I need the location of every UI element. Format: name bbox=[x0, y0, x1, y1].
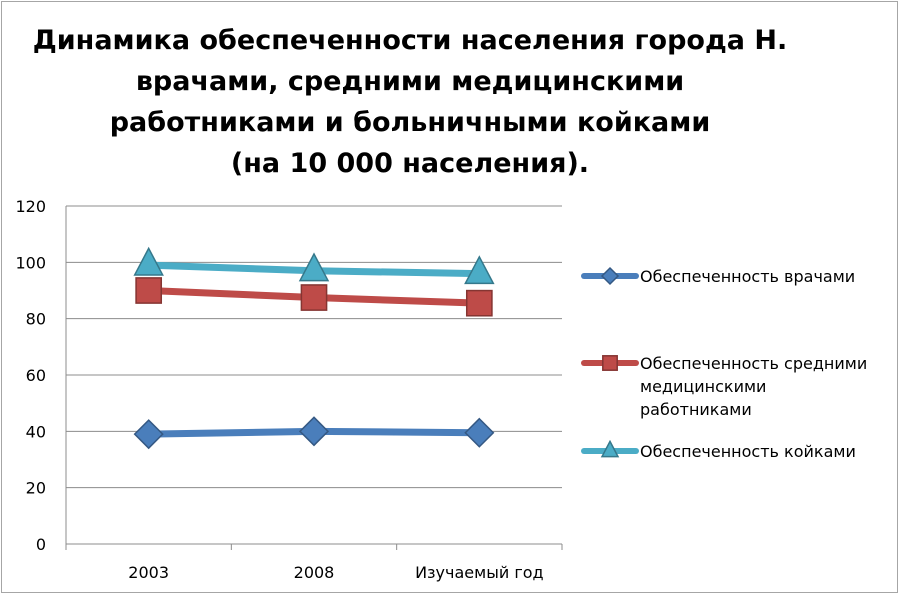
axes bbox=[65, 206, 563, 550]
chart-title-line: работниками и больничными койками bbox=[109, 107, 711, 138]
legend-item-nurses: Обеспеченность средними медицинскими раб… bbox=[580, 352, 890, 421]
legend-label-line: работниками bbox=[640, 400, 752, 419]
data-point-marker bbox=[298, 416, 330, 447]
data-point-marker bbox=[300, 284, 328, 311]
data-point-marker bbox=[133, 246, 164, 276]
chart-title: Динамика обеспеченности населения города… bbox=[30, 20, 790, 184]
chart-title-line: врачами, средними медицинскими bbox=[135, 66, 685, 97]
legend-item-beds: Обеспеченность койками bbox=[580, 440, 890, 463]
legend-label-doctors: Обеспеченность врачами bbox=[640, 265, 890, 288]
legend-swatch-doctors bbox=[581, 266, 639, 286]
series-markers bbox=[133, 246, 495, 450]
legend-swatch-beds bbox=[581, 440, 639, 458]
legend-label-nurses: Обеспеченность средними медицинскими раб… bbox=[640, 352, 890, 421]
data-point-marker bbox=[464, 417, 495, 448]
data-point-marker bbox=[464, 255, 495, 285]
chart-title-line: Динамика обеспеченности населения города… bbox=[32, 25, 788, 56]
x-tick-label: 2008 bbox=[294, 563, 335, 582]
y-tick-label: 60 bbox=[26, 366, 46, 385]
y-tick-label: 80 bbox=[26, 310, 46, 329]
data-point-marker bbox=[135, 277, 163, 304]
y-tick-label: 20 bbox=[26, 479, 46, 498]
legend-label-beds: Обеспеченность койками bbox=[640, 440, 890, 463]
legend-swatch-nurses bbox=[581, 355, 639, 371]
legend-swatch-marker bbox=[602, 355, 618, 371]
y-tick-label: 120 bbox=[15, 197, 46, 216]
y-tick-label: 40 bbox=[26, 422, 46, 441]
legend-swatch-marker bbox=[600, 266, 620, 286]
y-tick-label: 100 bbox=[15, 253, 46, 272]
data-point-marker bbox=[298, 252, 330, 282]
x-tick-label: 2003 bbox=[128, 563, 169, 582]
legend-label-line: Обеспеченность врачами bbox=[640, 267, 856, 286]
y-tick-label: 0 bbox=[36, 535, 46, 554]
legend-label-line: Обеспеченность койками bbox=[640, 442, 856, 461]
x-tick-label: Изучаемый год bbox=[415, 563, 544, 582]
legend-label-line: медицинскими bbox=[640, 377, 767, 396]
data-point-marker bbox=[465, 289, 493, 317]
data-point-marker bbox=[133, 419, 164, 450]
legend-label-line: Обеспеченность средними bbox=[640, 354, 868, 373]
chart-title-line: (на 10 000 населения). bbox=[230, 148, 590, 179]
tick-labels: 0 20 40 60 80 100 120 2003 2008 Изучаемый год bbox=[15, 197, 543, 582]
legend-item-doctors: Обеспеченность врачами bbox=[580, 265, 890, 288]
legend-swatch-marker bbox=[600, 440, 620, 458]
